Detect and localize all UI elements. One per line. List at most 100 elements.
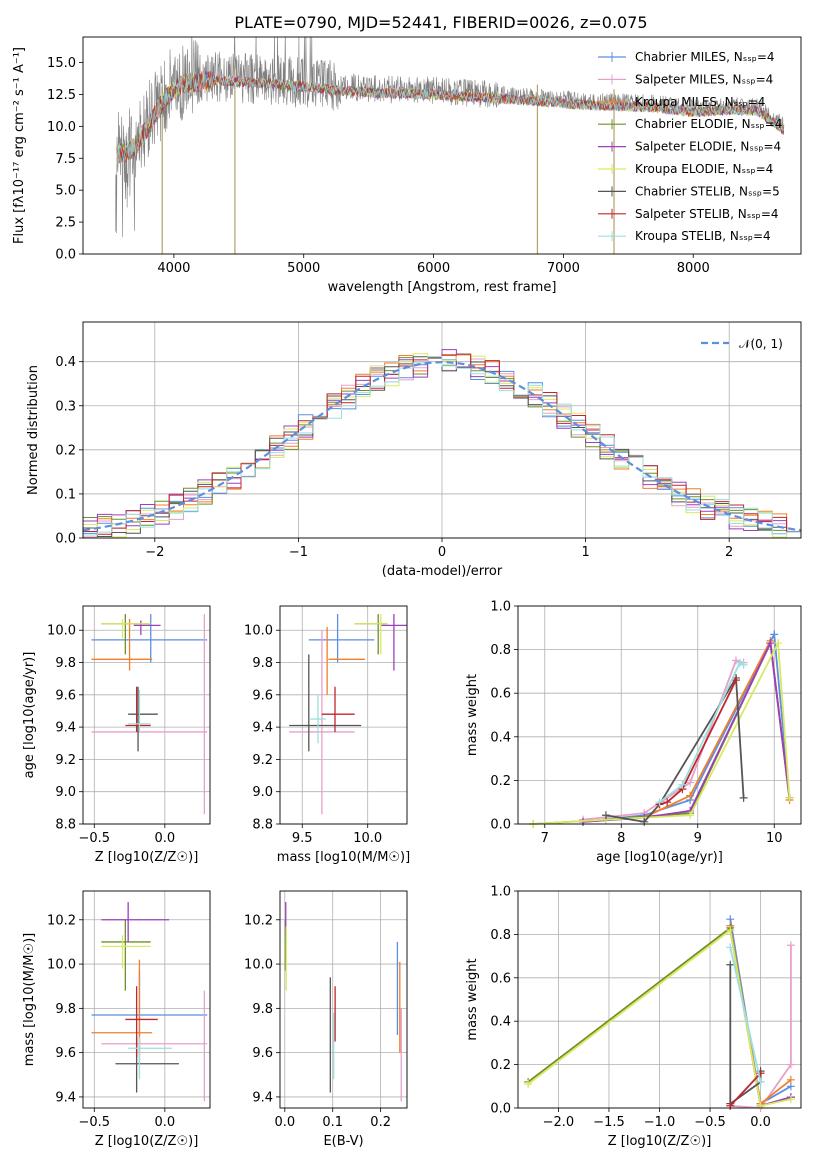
series-point xyxy=(726,1101,735,1110)
series-line xyxy=(658,661,745,803)
series-point xyxy=(731,676,740,685)
axes-frame xyxy=(82,890,211,1109)
y-axis-label: Normed distribution xyxy=(26,365,41,495)
x-tick-label: 5000 xyxy=(287,261,320,276)
y-tick-label: 0.3 xyxy=(55,399,76,414)
series-point xyxy=(739,793,748,802)
y-tick-label: 9.8 xyxy=(252,1002,273,1017)
panel-spectrum: 4000 5000 6000 7000 8000 0.0 2.5 5.0 7.5 10.0 12.5… xyxy=(12,36,802,295)
y-tick-label: 9.6 xyxy=(55,688,76,703)
y-tick-label: 9.8 xyxy=(55,656,76,671)
y-tick-label: 0.2 xyxy=(490,1058,511,1073)
series-point xyxy=(726,926,735,935)
x-tick-label: 10.0 xyxy=(353,831,382,846)
y-tick-label: 9.8 xyxy=(252,656,273,671)
series-point xyxy=(640,817,649,826)
x-tick-label: 0.0 xyxy=(155,831,176,846)
x-tick-label: 10 xyxy=(766,831,783,846)
series-point xyxy=(756,1101,765,1110)
y-tick-label: 0.4 xyxy=(490,1015,511,1030)
x-tick-label: 0.1 xyxy=(322,1115,343,1130)
x-axis-label: Z [log10(Z/Z☉)] xyxy=(95,1134,199,1149)
y-axis-label: mass weight xyxy=(465,958,480,1040)
y-tick-label: 9.4 xyxy=(55,721,76,736)
series-point xyxy=(655,798,664,807)
panel-age-mass: 9.5 10.0 8.8 9.0 9.2 9.4 9.6 9.8 10.0 mass [log10… xyxy=(244,605,410,865)
x-tick-label: −1.5 xyxy=(593,1115,625,1130)
legend-entry: Kroupa STELIB, Nₛₛₚ=4 xyxy=(635,229,771,243)
legend-entry: Chabrier MILES, Nₛₛₚ=4 xyxy=(635,50,775,64)
axes-frame xyxy=(517,605,802,825)
series-point xyxy=(786,941,795,950)
y-tick-label: 0.2 xyxy=(490,774,511,789)
legend-entry: Chabrier ELODIE, Nₛₛₚ=4 xyxy=(635,117,782,131)
series-line xyxy=(533,639,791,824)
series-line xyxy=(582,639,791,823)
series-point xyxy=(686,791,695,800)
y-tick-label: 9.2 xyxy=(55,753,76,768)
x-tick-label: 6000 xyxy=(417,261,450,276)
y-tick-label: 0.0 xyxy=(55,532,76,547)
y-tick-label: 0.0 xyxy=(490,1102,511,1117)
y-tick-label: 10.0 xyxy=(47,624,76,639)
y-tick-label: 9.4 xyxy=(55,1090,76,1105)
x-tick-label: −0.5 xyxy=(78,1115,110,1130)
y-tick-label: 8.8 xyxy=(55,818,76,833)
axes-frame xyxy=(279,890,408,1109)
x-tick-label: 2 xyxy=(725,545,733,560)
y-tick-label: 10.0 xyxy=(47,958,76,973)
series-point xyxy=(774,639,783,648)
x-tick-label: 0.0 xyxy=(274,1115,295,1130)
x-tick-label: 8 xyxy=(617,831,625,846)
series-point xyxy=(524,1080,533,1089)
panel-weight-Z: −2.0 −1.5 −1.0 −0.5 0.0 0.0 0.2 0.4 0.6 0.8 1.0 Z [… xyxy=(465,885,802,1149)
normal-curve xyxy=(82,360,802,532)
x-tick-label: 4000 xyxy=(157,261,190,276)
x-axis-label: E(B-V) xyxy=(323,1134,363,1149)
y-tick-label: 9.6 xyxy=(252,688,273,703)
x-tick-label: −1 xyxy=(289,545,308,560)
series-point xyxy=(686,778,695,787)
legend-entry: Salpeter ELODIE, Nₛₛₚ=4 xyxy=(635,140,781,154)
x-tick-label: 9.5 xyxy=(292,831,313,846)
panel-weight-age: 7 8 9 10 0.0 0.2 0.4 0.6 0.8 1.0 age [log10(age/yr… xyxy=(465,600,802,865)
y-tick-label: 0.6 xyxy=(490,687,511,702)
y-tick-label: 0.4 xyxy=(55,355,76,370)
y-tick-label: 0.0 xyxy=(490,818,511,833)
series-point xyxy=(601,811,610,820)
legend-entry: Salpeter STELIB, Nₛₛₚ=4 xyxy=(635,207,779,221)
axes-frame xyxy=(82,36,802,255)
y-tick-label: 9.0 xyxy=(55,785,76,800)
y-tick-label: 9.0 xyxy=(252,785,273,800)
y-axis-label: Flux [fλ10⁻¹⁷ erg cm⁻² s⁻¹ A⁻¹] xyxy=(12,47,27,244)
model-spectrum-line xyxy=(116,72,784,164)
x-tick-label: 7000 xyxy=(547,261,580,276)
axes-frame xyxy=(82,605,211,825)
panel-mass-Z: −0.5 0.0 9.4 9.6 9.8 10.0 10.2 Z [log10(Z/Z☉)] m… xyxy=(22,890,211,1149)
y-axis-label: mass [log10(M/M☉)] xyxy=(22,933,37,1066)
y-tick-label: 2.5 xyxy=(55,216,76,231)
axes-frame xyxy=(82,321,802,539)
x-tick-label: 0.0 xyxy=(155,1115,176,1130)
x-tick-label: 1 xyxy=(581,545,589,560)
panel-mass-EBV: 0.0 0.1 0.2 9.4 9.6 9.8 10.0 10.2 E(B-V) xyxy=(244,890,408,1149)
y-tick-label: 0.8 xyxy=(490,928,511,943)
series-line xyxy=(729,947,762,1083)
y-tick-label: 15.0 xyxy=(47,56,76,71)
y-tick-label: 10.0 xyxy=(244,958,273,973)
y-tick-label: 0.4 xyxy=(490,730,511,745)
legend-entry: 𝒩(0, 1) xyxy=(739,337,783,351)
y-tick-label: 9.2 xyxy=(252,753,273,768)
x-axis-label: wavelength [Angstrom, rest frame] xyxy=(328,280,557,295)
y-tick-label: 12.5 xyxy=(47,88,76,103)
y-tick-label: 10.2 xyxy=(47,913,76,928)
series-point xyxy=(786,1060,795,1069)
x-tick-label: 0.0 xyxy=(750,1115,771,1130)
y-tick-label: 10.2 xyxy=(244,913,273,928)
series-point xyxy=(726,943,735,952)
y-tick-label: 0.2 xyxy=(55,443,76,458)
x-tick-label: 7 xyxy=(541,831,549,846)
series-point xyxy=(770,630,779,639)
series-point xyxy=(739,660,748,669)
x-axis-label: age [log10(age/yr)] xyxy=(596,850,723,865)
